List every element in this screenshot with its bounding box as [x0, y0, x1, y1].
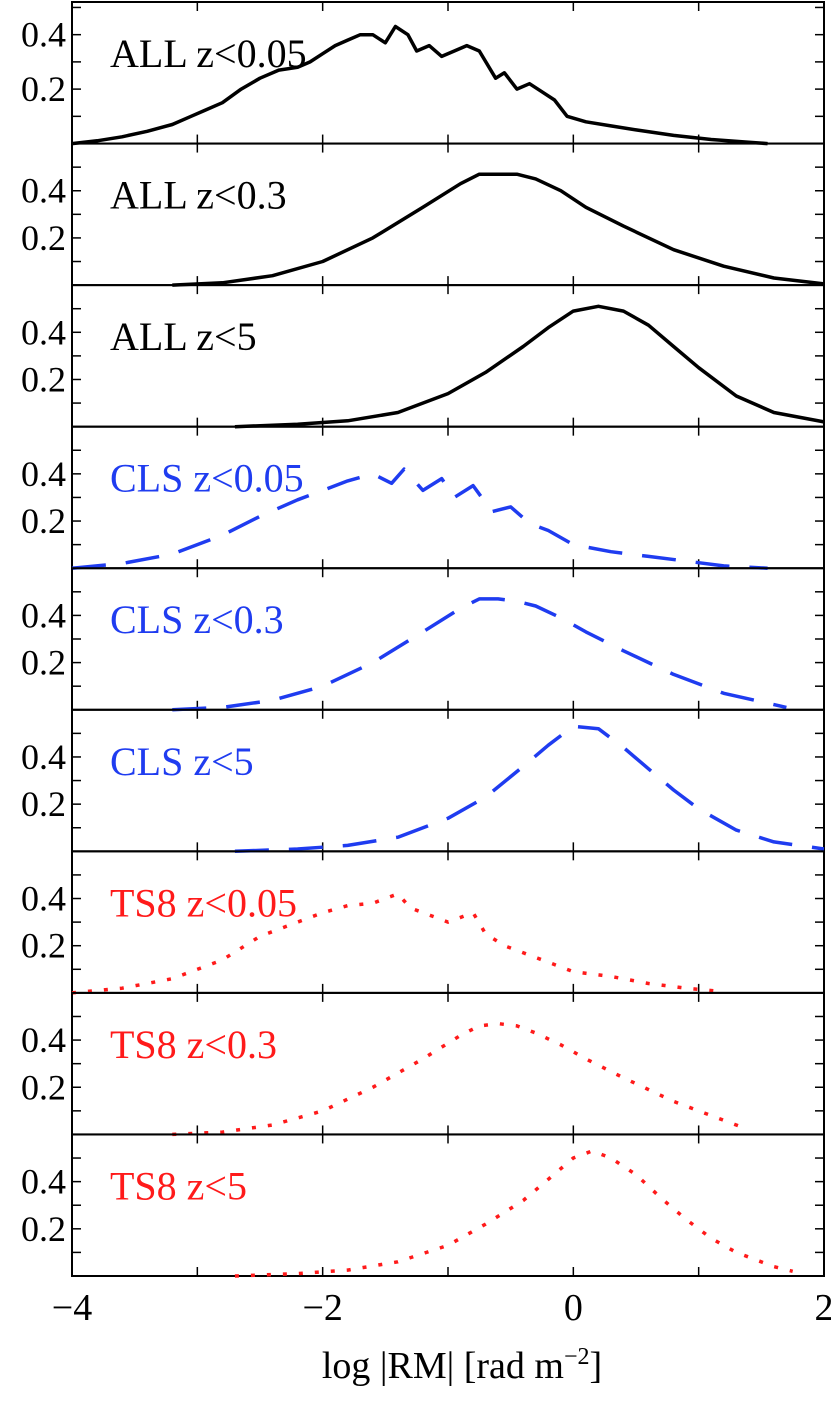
series-line: [235, 306, 824, 426]
y-tick-label: 0.4: [21, 879, 66, 919]
panel-label: CLS z<0.3: [110, 597, 284, 642]
y-tick-label: 0.4: [21, 737, 66, 777]
panel-label: ALL z<0.3: [110, 173, 287, 218]
y-tick-label: 0.4: [21, 1020, 66, 1060]
x-tick-label: 2: [815, 1287, 831, 1329]
y-tick-label: 0.4: [21, 312, 66, 352]
y-tick-label: 0.2: [21, 218, 66, 258]
y-tick-label: 0.4: [21, 454, 66, 494]
y-tick-label: 0.2: [21, 501, 66, 541]
panel-label: CLS z<0.05: [110, 456, 304, 501]
y-tick-label: 0.2: [21, 1067, 66, 1107]
series-line: [235, 1151, 793, 1276]
y-tick-label: 0.2: [21, 359, 66, 399]
y-tick-label: 0.2: [21, 926, 66, 966]
y-tick-label: 0.4: [21, 15, 66, 55]
series-line: [235, 726, 824, 851]
x-axis-label-close: ]: [590, 1345, 603, 1387]
x-tick-label: 0: [564, 1287, 583, 1329]
x-tick-label: −2: [302, 1287, 342, 1329]
x-axis-label-base: log |RM| [rad m: [322, 1345, 564, 1387]
panel-label: ALL z<0.05: [110, 31, 307, 76]
panel-label: TS8 z<5: [110, 1163, 247, 1208]
x-tick-label: −4: [52, 1287, 92, 1329]
x-axis-label: log |RM| [rad m−2]: [322, 1344, 602, 1387]
y-tick-label: 0.2: [21, 69, 66, 109]
y-tick-label: 0.2: [21, 1209, 66, 1249]
panel-label: TS8 z<0.05: [110, 880, 297, 925]
y-tick-label: 0.4: [21, 171, 66, 211]
y-tick-label: 0.4: [21, 1162, 66, 1202]
y-tick-label: 0.2: [21, 643, 66, 683]
panel-label: CLS z<5: [110, 739, 254, 784]
y-tick-label: 0.4: [21, 595, 66, 635]
x-axis-label-superscript: −2: [564, 1344, 590, 1370]
panel-label: ALL z<5: [110, 314, 257, 359]
y-tick-label: 0.2: [21, 784, 66, 824]
panel-label: TS8 z<0.3: [110, 1022, 277, 1067]
